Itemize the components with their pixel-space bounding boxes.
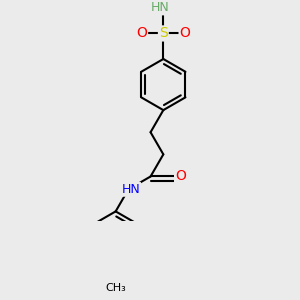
Text: HN: HN bbox=[151, 2, 169, 14]
Text: O: O bbox=[180, 26, 190, 40]
Text: O: O bbox=[136, 26, 147, 40]
Text: S: S bbox=[159, 26, 168, 40]
Text: O: O bbox=[175, 169, 186, 184]
Text: CH₃: CH₃ bbox=[105, 283, 126, 293]
Text: HN: HN bbox=[121, 183, 140, 196]
